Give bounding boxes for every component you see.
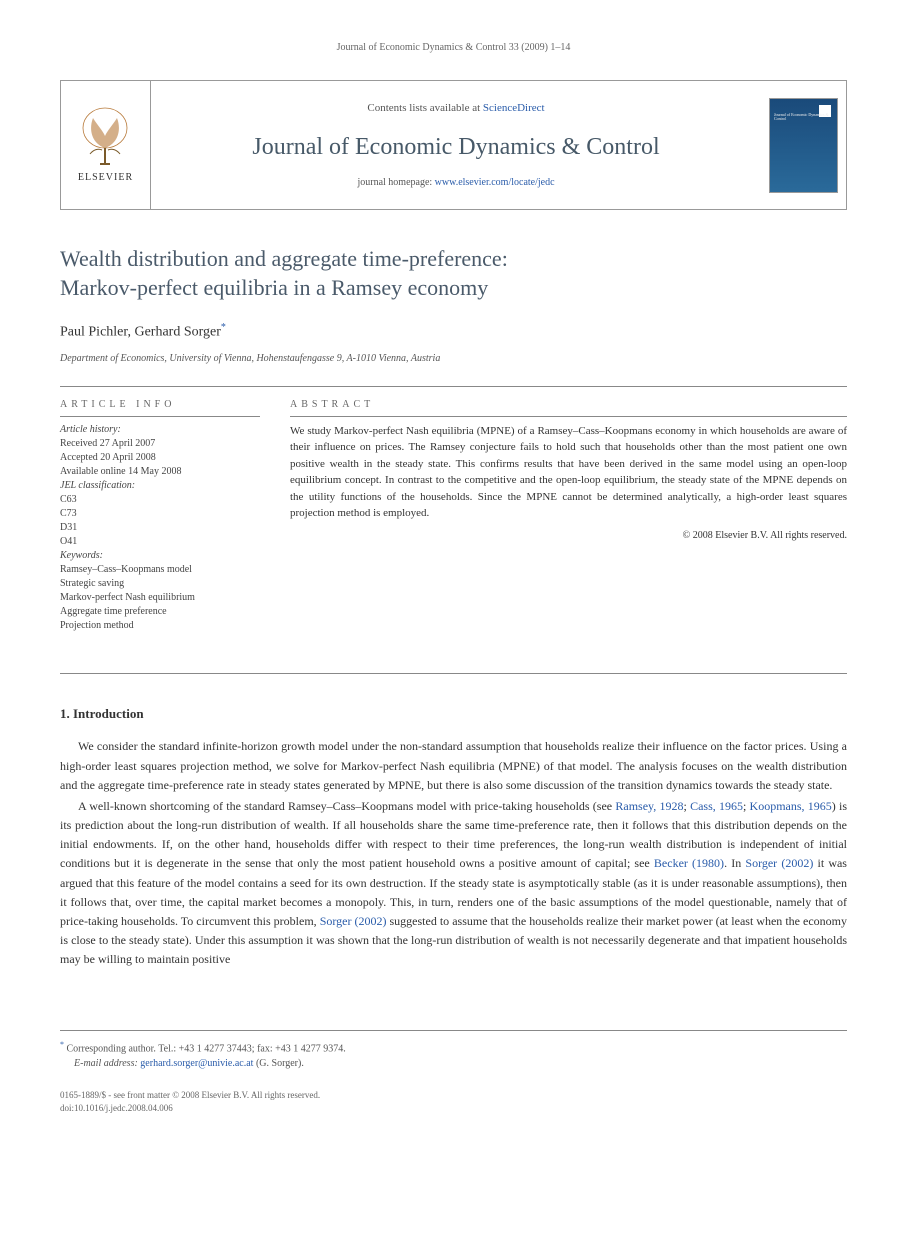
title-line-2: Markov-perfect equilibria in a Ramsey ec…	[60, 275, 488, 300]
accepted-date: Accepted 20 April 2008	[60, 451, 260, 465]
footnotes: * Corresponding author. Tel.: +43 1 4277…	[60, 1030, 847, 1071]
ref-sorger-2002-b[interactable]: Sorger (2002)	[320, 914, 387, 928]
ref-becker-1980[interactable]: Becker (1980)	[654, 856, 724, 870]
keyword: Markov-perfect Nash equilibrium	[60, 591, 260, 605]
journal-name: Journal of Economic Dynamics & Control	[252, 129, 659, 165]
keyword: Ramsey–Cass–Koopmans model	[60, 563, 260, 577]
mid-divider	[60, 673, 847, 674]
masthead: ELSEVIER Contents lists available at Sci…	[60, 80, 847, 210]
jel-code: C73	[60, 507, 260, 521]
section-1-heading: 1. Introduction	[60, 704, 847, 724]
masthead-center: Contents lists available at ScienceDirec…	[151, 81, 761, 209]
meta-abstract-row: ARTICLE INFO Article history: Received 2…	[60, 397, 847, 633]
p2-text: A well-known shortcoming of the standard…	[78, 799, 615, 813]
email-label: E-mail address:	[74, 1058, 140, 1069]
issn-line: 0165-1889/$ - see front matter © 2008 El…	[60, 1089, 847, 1103]
abstract-column: ABSTRACT We study Markov-perfect Nash eq…	[290, 397, 847, 633]
email-suffix: (G. Sorger).	[253, 1058, 303, 1069]
keyword: Aggregate time preference	[60, 605, 260, 619]
intro-para-1: We consider the standard infinite-horizo…	[60, 737, 847, 795]
corresponding-author-note: * Corresponding author. Tel.: +43 1 4277…	[60, 1039, 847, 1056]
doi-line: doi:10.1016/j.jedc.2008.04.006	[60, 1102, 847, 1116]
abstract-copyright: © 2008 Elsevier B.V. All rights reserved…	[290, 528, 847, 543]
ref-koopmans-1965[interactable]: Koopmans, 1965	[750, 799, 832, 813]
cover-text: Journal of Economic Dynamics & Control	[774, 113, 833, 123]
top-divider	[60, 386, 847, 387]
corr-text: Corresponding author. Tel.: +43 1 4277 3…	[67, 1043, 346, 1054]
elsevier-tree-icon	[78, 106, 133, 166]
ref-sorger-2002-a[interactable]: Sorger (2002)	[745, 856, 813, 870]
keywords-heading: Keywords:	[60, 549, 260, 563]
journal-cover-icon: Journal of Economic Dynamics & Control	[769, 98, 838, 193]
online-date: Available online 14 May 2008	[60, 465, 260, 479]
received-date: Received 27 April 2007	[60, 437, 260, 451]
title-line-1: Wealth distribution and aggregate time-p…	[60, 246, 508, 271]
email-line: E-mail address: gerhard.sorger@univie.ac…	[60, 1056, 847, 1071]
homepage-line: journal homepage: www.elsevier.com/locat…	[357, 175, 554, 190]
jel-code: C63	[60, 493, 260, 507]
jel-code: D31	[60, 521, 260, 535]
ref-cass-1965[interactable]: Cass, 1965	[690, 799, 743, 813]
article-info-column: ARTICLE INFO Article history: Received 2…	[60, 397, 260, 633]
ref-ramsey-1928[interactable]: Ramsey, 1928	[615, 799, 683, 813]
sciencedirect-link[interactable]: ScienceDirect	[483, 102, 545, 114]
p2-text: ;	[743, 799, 750, 813]
contents-available-line: Contents lists available at ScienceDirec…	[367, 100, 544, 117]
author-names: Paul Pichler, Gerhard Sorger	[60, 325, 221, 340]
homepage-prefix: journal homepage:	[357, 177, 434, 188]
keyword: Strategic saving	[60, 577, 260, 591]
abstract-heading: ABSTRACT	[290, 397, 847, 417]
article-title: Wealth distribution and aggregate time-p…	[60, 245, 847, 302]
jel-code: O41	[60, 535, 260, 549]
publisher-logo-box: ELSEVIER	[61, 81, 151, 209]
history-heading: Article history:	[60, 423, 260, 437]
keyword: Projection method	[60, 619, 260, 633]
homepage-link[interactable]: www.elsevier.com/locate/jedc	[435, 177, 555, 188]
authors: Paul Pichler, Gerhard Sorger*	[60, 320, 847, 343]
email-link[interactable]: gerhard.sorger@univie.ac.at	[140, 1058, 253, 1069]
p2-text: . In	[724, 856, 745, 870]
article-info-heading: ARTICLE INFO	[60, 397, 260, 417]
cover-thumbnail-box: Journal of Economic Dynamics & Control	[761, 81, 846, 209]
footnote-star-icon: *	[60, 1040, 64, 1049]
abstract-text: We study Markov-perfect Nash equilibria …	[290, 423, 847, 522]
running-header: Journal of Economic Dynamics & Control 3…	[60, 40, 847, 55]
jel-heading: JEL classification:	[60, 479, 260, 493]
bottom-matter: 0165-1889/$ - see front matter © 2008 El…	[60, 1089, 847, 1116]
contents-prefix: Contents lists available at	[367, 102, 482, 114]
publisher-name: ELSEVIER	[78, 170, 133, 185]
affiliation: Department of Economics, University of V…	[60, 351, 847, 366]
corresponding-star-icon: *	[221, 322, 226, 333]
intro-para-2: A well-known shortcoming of the standard…	[60, 797, 847, 970]
